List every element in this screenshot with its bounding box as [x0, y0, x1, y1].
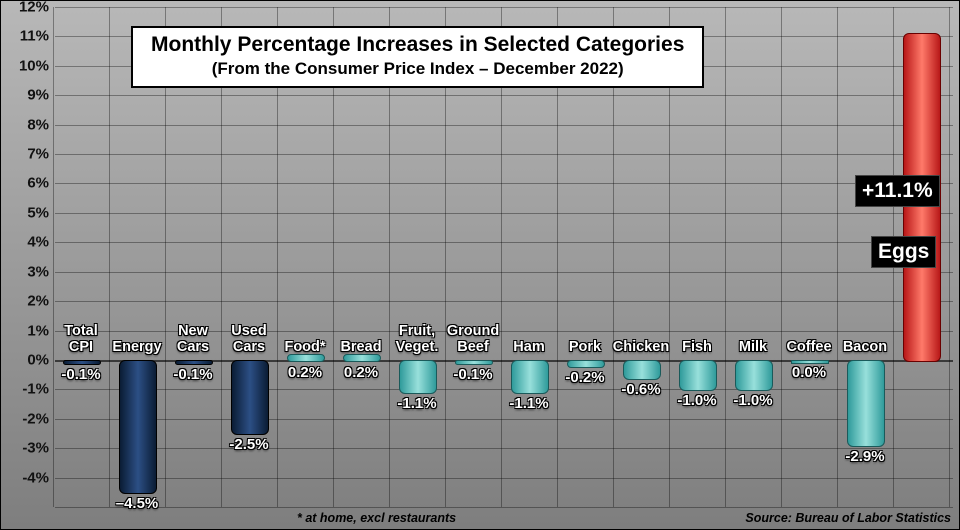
gridline-vertical: [53, 7, 54, 507]
bar-category-label: Food*: [284, 340, 325, 356]
bar-value-label: -0.1%: [61, 366, 100, 383]
gridline: [55, 389, 953, 390]
bar: [567, 360, 605, 368]
bar-category-label: Fruit, Veget.: [396, 324, 439, 356]
bar: [119, 360, 157, 494]
bar-category-label: Pork: [569, 340, 601, 356]
bar: [847, 360, 885, 447]
bar-value-label: 0.0%: [792, 364, 826, 381]
bar-category-label: New Cars: [177, 324, 209, 356]
bar-category-label: Fish: [682, 340, 712, 356]
bar-category-label: Ground Beef: [447, 324, 499, 356]
bar-category-label: Ham: [513, 340, 544, 356]
gridline: [55, 242, 953, 243]
bar-category-label: Milk: [739, 340, 767, 356]
bar: [399, 360, 437, 394]
chart-footnote: * at home, excl restaurants: [297, 511, 456, 525]
bar-category-label: Chicken: [613, 340, 669, 356]
bar-value-label: -1.0%: [677, 392, 716, 409]
bar: [679, 360, 717, 391]
gridline: [55, 419, 953, 420]
bar-category-label-emphasized: Eggs: [871, 236, 936, 268]
bar-value-label: 0.2%: [344, 364, 378, 381]
bar-value-label: -0.1%: [173, 366, 212, 383]
gridline: [55, 478, 953, 479]
y-axis-tick-label: 11%: [20, 28, 49, 45]
gridline-vertical: [109, 7, 110, 507]
chart-title: Monthly Percentage Increases in Selected…: [151, 32, 684, 58]
bar-category-label: Bacon: [843, 340, 887, 356]
y-axis-tick-label: 10%: [19, 57, 49, 74]
y-axis-tick-label: 2%: [27, 293, 49, 310]
gridline: [55, 507, 953, 508]
chart-title-box: Monthly Percentage Increases in Selected…: [131, 26, 704, 88]
y-axis-tick-label: 7%: [27, 146, 49, 163]
bar: [175, 360, 213, 365]
y-axis-tick-label: 4%: [27, 234, 49, 251]
bar-category-label: Used Cars: [231, 324, 266, 356]
y-axis-tick-label: 1%: [27, 322, 49, 339]
bar: [511, 360, 549, 394]
gridline: [55, 95, 953, 96]
bar-category-label: Coffee: [786, 340, 831, 356]
y-axis-tick-label: -2%: [22, 410, 49, 427]
y-axis-tick-label: -1%: [22, 381, 49, 398]
y-axis-tick-label: 5%: [27, 204, 49, 221]
gridline: [55, 301, 953, 302]
bar-category-label: Energy: [112, 340, 161, 356]
gridline-vertical: [949, 7, 950, 507]
gridline-vertical: [781, 7, 782, 507]
bar-value-label: -0.6%: [621, 381, 660, 398]
gridline: [55, 213, 953, 214]
gridline: [55, 125, 953, 126]
y-axis-tick-label: 9%: [27, 87, 49, 104]
y-axis-tick-label: -4%: [22, 469, 49, 486]
gridline: [55, 154, 953, 155]
bar: [735, 360, 773, 391]
gridline-vertical: [837, 7, 838, 507]
bar: [623, 360, 661, 380]
bar-value-label: 0.2%: [288, 364, 322, 381]
y-axis-tick-label: 8%: [27, 116, 49, 133]
bar-value-label: -0.2%: [565, 369, 604, 386]
y-axis-tick-label: 12%: [19, 0, 49, 16]
chart-source: Source: Bureau of Labor Statistics: [745, 511, 951, 525]
y-axis-tick-label: 0%: [27, 351, 49, 368]
bar-category-label: Total CPI: [64, 324, 98, 356]
chart-subtitle: (From the Consumer Price Index – Decembe…: [151, 58, 684, 79]
y-axis-tick-label: 6%: [27, 175, 49, 192]
bar-value-label: -1.0%: [733, 392, 772, 409]
bar-value-label: –4.5%: [116, 495, 159, 512]
bar-category-label: Bread: [340, 340, 381, 356]
cpi-bar-chart: -4% -3% -2% -1% 0% 1% 2% 3% 4% 5% 6% 7% 8% 9% 10% 11% 12…: [0, 0, 960, 530]
bar-value-label: -1.1%: [509, 395, 548, 412]
bar-value-label: -2.9%: [845, 448, 884, 465]
bar: [231, 360, 269, 436]
bar-value-label: -2.5%: [229, 436, 268, 453]
gridline-vertical: [725, 7, 726, 507]
y-axis-tick-label: -3%: [22, 440, 49, 457]
gridline: [55, 272, 953, 273]
gridline: [55, 183, 953, 184]
bar: [63, 360, 101, 365]
gridline: [55, 7, 953, 8]
bar: [455, 360, 493, 365]
bar-value-label: -0.1%: [453, 366, 492, 383]
bar-value-label: -1.1%: [397, 395, 436, 412]
y-axis-tick-label: 3%: [27, 263, 49, 280]
gridline: [55, 448, 953, 449]
bar-value-label-emphasized: +11.1%: [855, 175, 940, 207]
